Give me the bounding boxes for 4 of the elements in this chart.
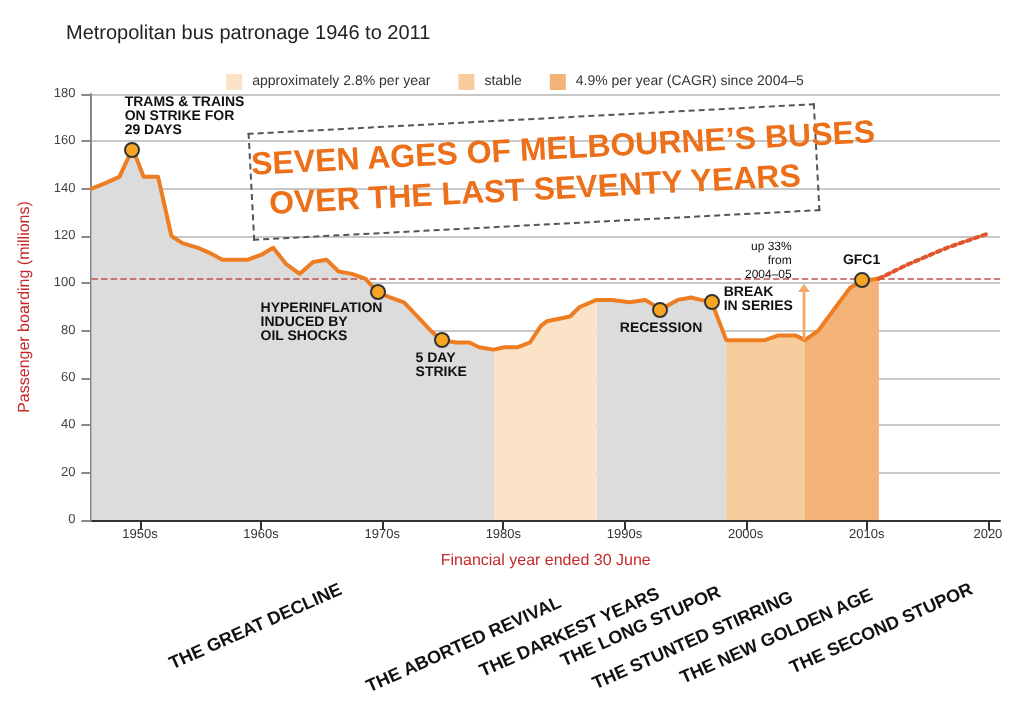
y-axis-title: Passenger boarding (millions)	[15, 200, 33, 413]
line-series	[876, 231, 990, 281]
x-axis-title: Financial year ended 30 June	[440, 550, 652, 569]
chart-title: Metropolitan bus patronage 1946 to 2011	[66, 23, 432, 45]
